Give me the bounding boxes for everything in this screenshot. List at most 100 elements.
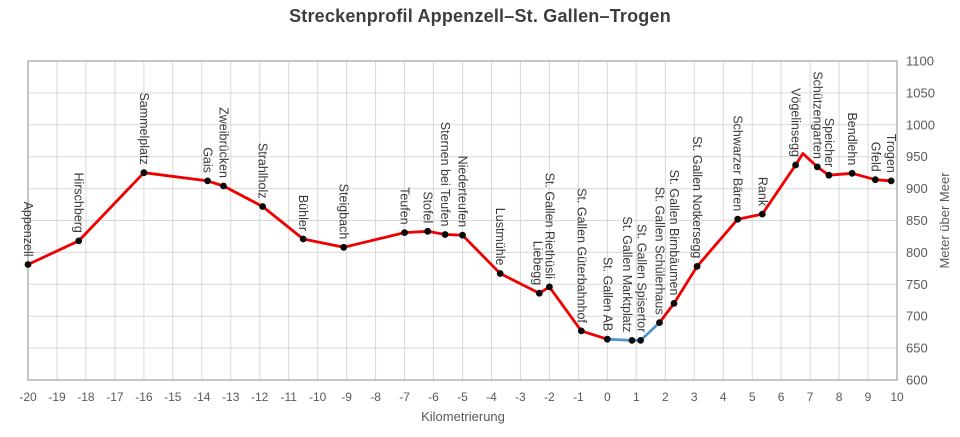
x-tick-label: -14 xyxy=(193,390,211,404)
station-marker xyxy=(204,177,212,185)
y-tick-label: 850 xyxy=(906,213,928,228)
x-tick-label: 10 xyxy=(890,390,904,404)
station-marker xyxy=(848,169,856,177)
station-label: Zweibrücken xyxy=(217,107,231,178)
station-label: Gais xyxy=(201,147,215,173)
station-marker xyxy=(340,243,348,251)
station-label: Niederteufen xyxy=(456,156,470,228)
x-tick-label: -5 xyxy=(457,390,468,404)
station-label: Speicher xyxy=(822,118,836,167)
station-label: St. Gallen AB xyxy=(600,257,614,331)
chart-title: Streckenprofil Appenzell–St. Gallen–Trog… xyxy=(289,6,671,26)
station-label: Schützengarten xyxy=(810,71,824,159)
station-marker xyxy=(637,337,644,344)
station-label: Bühler xyxy=(296,195,310,231)
station-marker xyxy=(887,177,895,185)
station-label: Steigbach xyxy=(337,184,351,240)
station-marker xyxy=(670,300,678,307)
x-tick-label: 0 xyxy=(604,390,611,404)
station-marker xyxy=(656,319,663,326)
station-marker xyxy=(535,289,543,297)
x-tick-label: -19 xyxy=(48,390,66,404)
x-tick-label: -12 xyxy=(251,390,269,404)
station-marker xyxy=(546,283,553,291)
station-label: Liebegg xyxy=(530,241,544,286)
y-tick-label: 700 xyxy=(906,309,928,324)
station-marker xyxy=(734,215,742,223)
station-marker xyxy=(871,176,879,184)
station-marker xyxy=(792,161,799,169)
station-label: St. Gallen Spisertor xyxy=(635,224,649,332)
station-marker xyxy=(220,182,227,190)
station-label: Gfeld xyxy=(868,142,882,172)
y-tick-label: 800 xyxy=(906,245,928,260)
station-label: St. Gallen Birnbäumen xyxy=(667,170,681,296)
y-tick-label: 600 xyxy=(906,373,928,388)
plot-frame xyxy=(27,60,898,381)
station-marker xyxy=(75,237,83,245)
station-label: Trogen xyxy=(884,134,898,173)
station-label: St. Gallen Schülerhaus xyxy=(653,187,667,315)
profile-line-segment xyxy=(605,321,661,342)
x-tick-label: -10 xyxy=(309,390,327,404)
station-marker xyxy=(424,227,432,235)
station-marker xyxy=(825,171,833,179)
x-tick-label: 5 xyxy=(749,390,756,404)
station-marker xyxy=(813,163,821,171)
x-tick-label: -1 xyxy=(573,390,584,404)
x-tick-label: -13 xyxy=(222,390,240,404)
x-tick-label: 9 xyxy=(865,390,872,404)
station-label: St. Gallen Güterbahnhof xyxy=(574,188,588,323)
station-label: St. Gallen Notkersegg xyxy=(690,136,704,258)
station-marker xyxy=(140,169,148,177)
station-marker xyxy=(628,337,636,344)
x-tick-label: 3 xyxy=(691,390,698,404)
y-tick-label: 1100 xyxy=(906,54,934,69)
station-label: Sternen bei Teufen xyxy=(438,122,452,227)
station-label: Sammelplatz xyxy=(137,92,151,164)
station-label: Schwarzer Bären xyxy=(731,115,745,211)
station-marker xyxy=(459,231,466,239)
station-label: Stofel xyxy=(421,191,435,223)
x-tick-label: 8 xyxy=(836,390,843,404)
x-tick-label: -8 xyxy=(370,390,381,404)
x-tick-label: -11 xyxy=(280,390,297,404)
y-tick-label: 650 xyxy=(906,341,928,356)
x-tick-label: -2 xyxy=(544,390,555,404)
station-label: Strahlholz xyxy=(256,143,270,199)
station-marker xyxy=(758,210,766,218)
station-marker xyxy=(24,261,32,268)
station-label: Teufen xyxy=(398,187,412,225)
y-tick-label: 1050 xyxy=(906,85,935,100)
x-tick-label: -16 xyxy=(135,390,153,404)
x-tick-label: -15 xyxy=(164,390,182,404)
station-label: Appenzell xyxy=(21,202,35,257)
station-label: St. Gallen Riethüsli xyxy=(542,173,556,279)
station-marker xyxy=(496,270,504,277)
station-marker xyxy=(603,335,611,343)
x-tick-label: 4 xyxy=(720,390,727,404)
x-tick-label: 7 xyxy=(807,390,814,404)
station-label: Bendlehn xyxy=(845,112,859,165)
y-axis-title: Meter über Meer xyxy=(937,172,952,269)
station-label: Hirschberg xyxy=(72,172,86,232)
x-tick-label: -4 xyxy=(486,390,497,404)
y-tick-label: 900 xyxy=(906,181,928,196)
x-tick-label: -20 xyxy=(19,390,37,404)
x-tick-label: -9 xyxy=(341,390,352,404)
y-tick-label: 1000 xyxy=(906,117,935,132)
y-tick-label: 950 xyxy=(906,149,928,164)
station-marker xyxy=(401,229,408,237)
station-label: Rank xyxy=(755,177,769,207)
x-tick-label: -18 xyxy=(77,390,95,404)
x-tick-label: 1 xyxy=(633,390,640,404)
station-marker xyxy=(577,327,585,335)
station-label: Vögelinsegg xyxy=(789,88,803,157)
x-tick-label: 6 xyxy=(778,390,785,404)
x-tick-label: 2 xyxy=(662,390,669,404)
y-tick-label: 750 xyxy=(906,277,928,292)
profile-line-segment xyxy=(658,152,893,325)
x-tick-label: -7 xyxy=(399,390,410,404)
station-label: Lustmühle xyxy=(493,208,507,266)
station-marker xyxy=(693,263,701,270)
